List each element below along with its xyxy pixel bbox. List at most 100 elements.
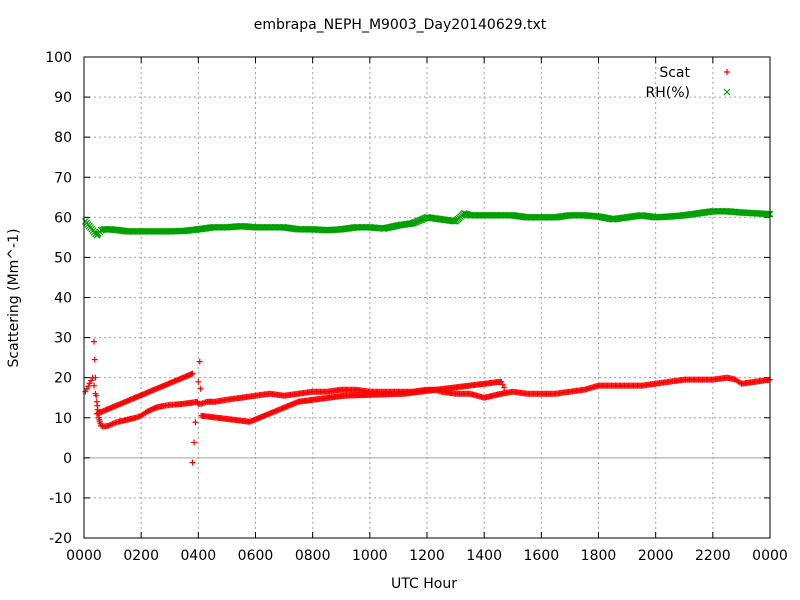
data-point <box>534 213 541 221</box>
data-point <box>103 423 110 430</box>
data-point <box>92 230 100 238</box>
data-point <box>662 213 670 221</box>
data-point <box>576 211 584 219</box>
x-tick-label: 1800 <box>581 548 617 564</box>
data-point <box>197 385 204 392</box>
data-point <box>497 378 504 385</box>
data-point <box>276 223 284 231</box>
series-scat <box>82 338 773 466</box>
data-point <box>191 439 198 446</box>
data-point <box>731 376 738 383</box>
data-point <box>128 227 136 235</box>
y-tick-label: 70 <box>54 170 72 186</box>
data-point <box>192 419 199 426</box>
data-point <box>189 459 196 466</box>
data-point <box>305 225 313 233</box>
y-tick-label: 30 <box>54 331 72 347</box>
data-point <box>193 399 200 406</box>
y-tick-label: 0 <box>63 451 72 467</box>
x-tick-label: 0800 <box>295 548 331 564</box>
data-point <box>505 211 513 219</box>
data-point <box>219 223 227 231</box>
x-axis-label: UTC Hour <box>391 576 457 592</box>
x-tick-label: 1400 <box>466 548 502 564</box>
data-points <box>82 207 774 466</box>
legend: Scat RH(%) <box>646 65 731 101</box>
x-tick-label: 2000 <box>638 548 674 564</box>
data-point <box>362 223 370 231</box>
legend-label: Scat <box>659 65 690 81</box>
x-tick-label: 1000 <box>352 548 388 564</box>
data-point <box>765 210 773 218</box>
y-tick-label: 100 <box>45 50 72 66</box>
data-point <box>376 224 384 232</box>
y-tick-label: 80 <box>54 130 72 146</box>
data-point <box>405 220 413 228</box>
series-rh- <box>82 207 774 239</box>
y-tick-label: 90 <box>54 90 72 106</box>
data-point <box>195 378 202 385</box>
legend-marker <box>723 88 731 96</box>
data-point <box>233 223 241 230</box>
data-point <box>91 356 98 363</box>
data-point <box>262 223 270 231</box>
data-point <box>499 381 506 388</box>
x-tick-label: 0600 <box>238 548 274 564</box>
data-point <box>319 226 327 234</box>
y-tick-label: 50 <box>54 250 72 266</box>
grid-lines <box>83 56 771 539</box>
data-point <box>501 384 508 391</box>
plot-frame <box>83 56 771 539</box>
y-tick-label: 10 <box>54 411 72 427</box>
data-point <box>162 227 170 235</box>
data-point <box>248 223 256 231</box>
data-point <box>96 416 103 423</box>
y-tick-label: 60 <box>54 210 72 226</box>
data-point <box>196 358 203 365</box>
data-point <box>94 402 101 409</box>
data-point <box>476 211 484 219</box>
data-point <box>92 374 99 381</box>
data-point <box>88 377 95 384</box>
y-tick-label: -10 <box>49 491 72 507</box>
chart-title: embrapa_NEPH_M9003_Day20140629.txt <box>253 17 547 33</box>
y-tick-labels: -20 -10 0 10 20 30 40 50 60 70 80 90 100 <box>45 50 72 547</box>
data-point <box>748 209 756 217</box>
x-tick-label: 0400 <box>181 548 217 564</box>
data-point <box>131 415 138 422</box>
y-tick-label: 20 <box>54 371 72 387</box>
data-point <box>83 385 90 392</box>
data-point <box>113 419 120 426</box>
data-point <box>91 338 98 345</box>
data-point <box>96 228 104 236</box>
x-tick-labels: 0000 0200 0400 0600 0800 1000 1200 1400 1600 1800… <box>66 548 788 564</box>
x-tick-label: 2200 <box>695 548 731 564</box>
data-point <box>548 213 556 221</box>
data-point <box>148 227 155 235</box>
data-point <box>491 211 498 219</box>
y-tick-label: -20 <box>49 531 72 547</box>
x-tick-label: 0000 <box>752 548 788 564</box>
data-point <box>102 225 109 233</box>
data-point <box>736 379 743 386</box>
x-tick-label: 0200 <box>123 548 159 564</box>
legend-label: RH(%) <box>646 85 690 101</box>
data-point <box>108 421 115 428</box>
data-point <box>133 227 141 235</box>
data-point <box>188 371 195 378</box>
data-point <box>85 383 92 390</box>
data-point <box>763 210 771 218</box>
x-tick-label: 1200 <box>409 548 445 564</box>
x-tick-label: 1600 <box>524 548 560 564</box>
data-point <box>762 210 770 218</box>
data-point <box>93 392 100 399</box>
legend-marker <box>724 69 730 75</box>
data-point <box>765 376 772 383</box>
y-tick-label: 40 <box>54 291 72 307</box>
data-point <box>176 227 184 235</box>
x-tick-label: 0000 <box>66 548 102 564</box>
data-point <box>719 207 727 215</box>
data-point <box>91 382 98 389</box>
data-point <box>82 388 89 395</box>
